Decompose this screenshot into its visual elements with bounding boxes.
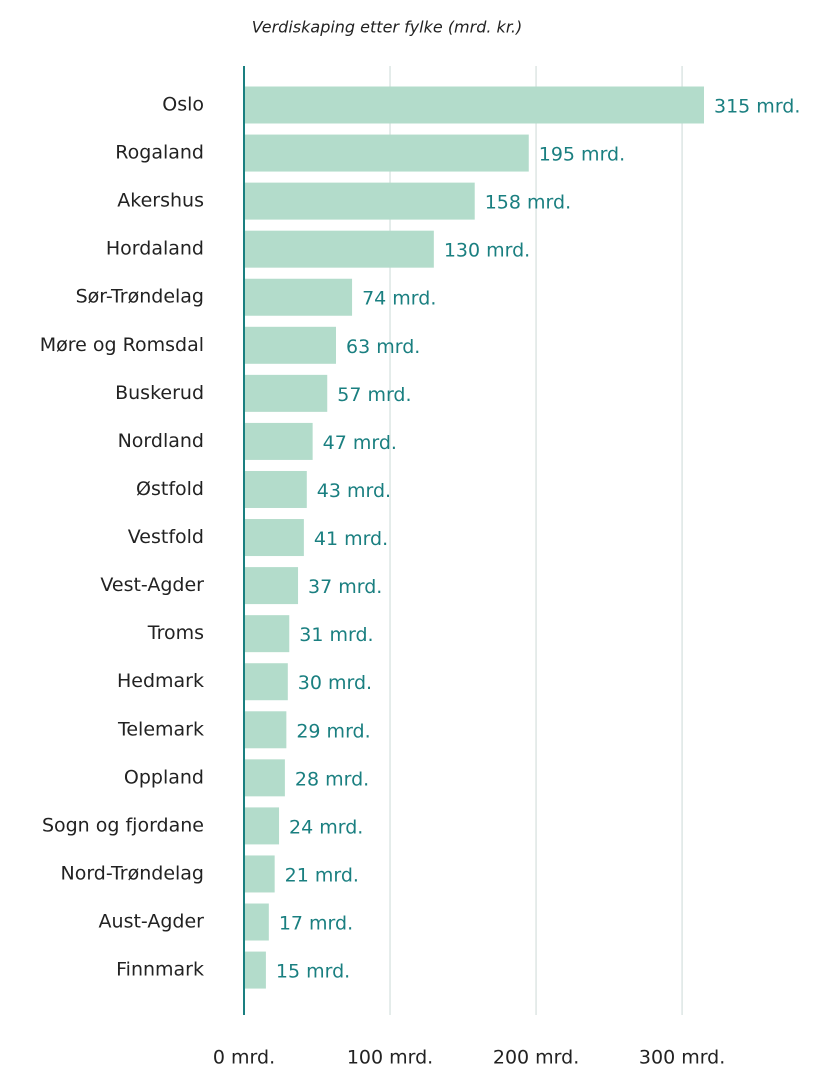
- bar: [244, 230, 434, 268]
- chart-title: Verdiskaping etter fylke (mrd. kr.): [252, 18, 523, 37]
- value-label: 37 mrd.: [308, 576, 382, 598]
- y-tick-label: Oslo: [162, 94, 204, 116]
- bar: [244, 855, 275, 893]
- value-label: 15 mrd.: [276, 961, 350, 983]
- y-tick-label: Nordland: [118, 430, 204, 452]
- y-tick-label: Nord-Trøndelag: [60, 862, 204, 884]
- y-tick-label: Østfold: [136, 478, 204, 500]
- bar: [244, 86, 704, 124]
- y-tick-label: Buskerud: [115, 382, 204, 404]
- bar: [244, 470, 307, 508]
- value-label: 21 mrd.: [285, 864, 359, 886]
- y-tick-label: Finnmark: [116, 959, 204, 981]
- y-tick-label: Hedmark: [117, 670, 204, 692]
- bar: [244, 182, 475, 220]
- value-label: 315 mrd.: [714, 96, 800, 118]
- bar: [244, 951, 266, 989]
- bar: [244, 278, 353, 316]
- bar: [244, 759, 285, 797]
- bar: [244, 567, 299, 605]
- value-label: 31 mrd.: [299, 624, 373, 646]
- value-label: 30 mrd.: [298, 672, 372, 694]
- y-tick-label: Oppland: [124, 766, 204, 788]
- bar: [244, 326, 336, 364]
- value-label: 158 mrd.: [485, 192, 571, 214]
- y-tick-label: Telemark: [117, 718, 204, 740]
- bar: [244, 807, 280, 845]
- value-label: 74 mrd.: [362, 288, 436, 310]
- y-tick-label: Sogn og fjordane: [42, 814, 204, 836]
- value-label: 57 mrd.: [337, 384, 411, 406]
- value-label: 29 mrd.: [296, 720, 370, 742]
- y-tick-label: Hordaland: [106, 238, 204, 260]
- value-label: 28 mrd.: [295, 768, 369, 790]
- bar: [244, 615, 290, 653]
- bar: [244, 134, 529, 172]
- bar: [244, 422, 313, 460]
- bar: [244, 903, 269, 941]
- x-tick-label: 200 mrd.: [493, 1047, 579, 1069]
- y-tick-label: Aust-Agder: [99, 911, 205, 933]
- value-label: 63 mrd.: [346, 336, 420, 358]
- y-tick-label: Vestfold: [128, 526, 204, 548]
- bar: [244, 711, 287, 749]
- y-tick-label: Akershus: [117, 190, 204, 212]
- value-label: 47 mrd.: [323, 432, 397, 454]
- bar: [244, 519, 304, 557]
- value-label: 195 mrd.: [539, 144, 625, 166]
- x-tick-label: 0 mrd.: [213, 1047, 275, 1069]
- y-tick-label: Sør-Trøndelag: [76, 286, 204, 308]
- x-tick-label: 300 mrd.: [639, 1047, 725, 1069]
- y-tick-label: Rogaland: [115, 142, 204, 164]
- y-tick-label: Møre og Romsdal: [40, 334, 204, 356]
- y-tick-label: Vest-Agder: [100, 574, 204, 596]
- value-label: 41 mrd.: [314, 528, 388, 550]
- y-tick-label: Troms: [147, 622, 204, 644]
- x-tick-label: 100 mrd.: [347, 1047, 433, 1069]
- value-label: 43 mrd.: [317, 480, 391, 502]
- value-label: 130 mrd.: [444, 240, 530, 262]
- value-label: 17 mrd.: [279, 913, 353, 935]
- value-label: 24 mrd.: [289, 816, 363, 838]
- bar: [244, 374, 328, 412]
- bar: [244, 663, 288, 701]
